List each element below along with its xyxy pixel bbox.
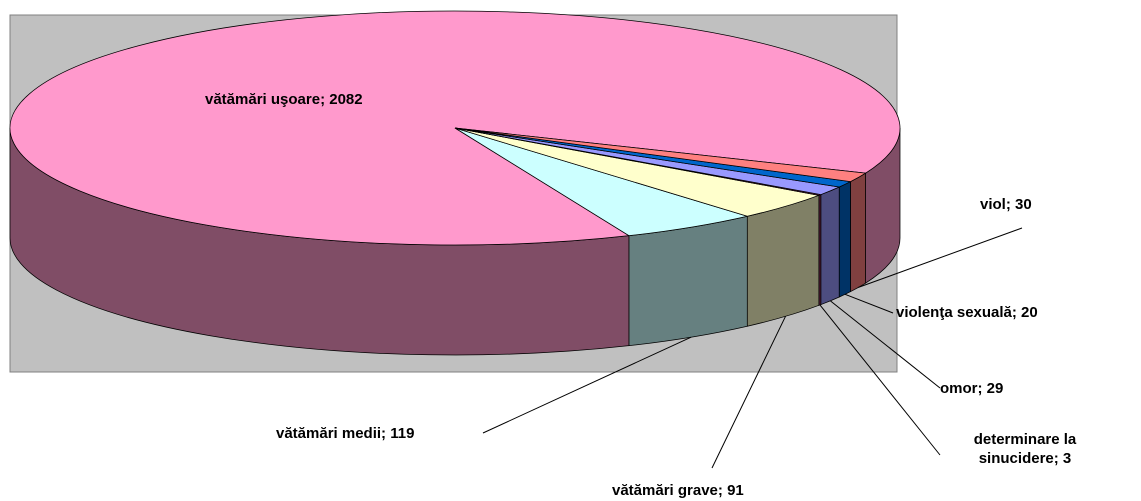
data-label: viol; 30 <box>980 196 1032 213</box>
leader-line <box>830 300 941 389</box>
slice-side <box>850 172 866 293</box>
data-label: vătămări uşoare; 2082 <box>205 91 363 108</box>
leader-line <box>711 316 786 469</box>
leader-line <box>858 227 1023 288</box>
slice-side <box>820 186 840 306</box>
leader-line <box>844 293 894 314</box>
leader-line <box>819 304 941 456</box>
data-label: vătămări medii; 119 <box>276 425 415 442</box>
slice <box>454 127 867 182</box>
data-label: determinare la sinucidere; 3 <box>973 431 1077 467</box>
leader-line <box>482 336 692 434</box>
slice-side <box>838 180 851 298</box>
data-label: violenţa sexuală; 20 <box>896 304 1038 321</box>
slice-side <box>746 194 820 327</box>
data-label: omor; 29 <box>940 380 1004 397</box>
data-label: vătămări grave; 91 <box>612 482 744 499</box>
slice-side <box>628 215 748 347</box>
